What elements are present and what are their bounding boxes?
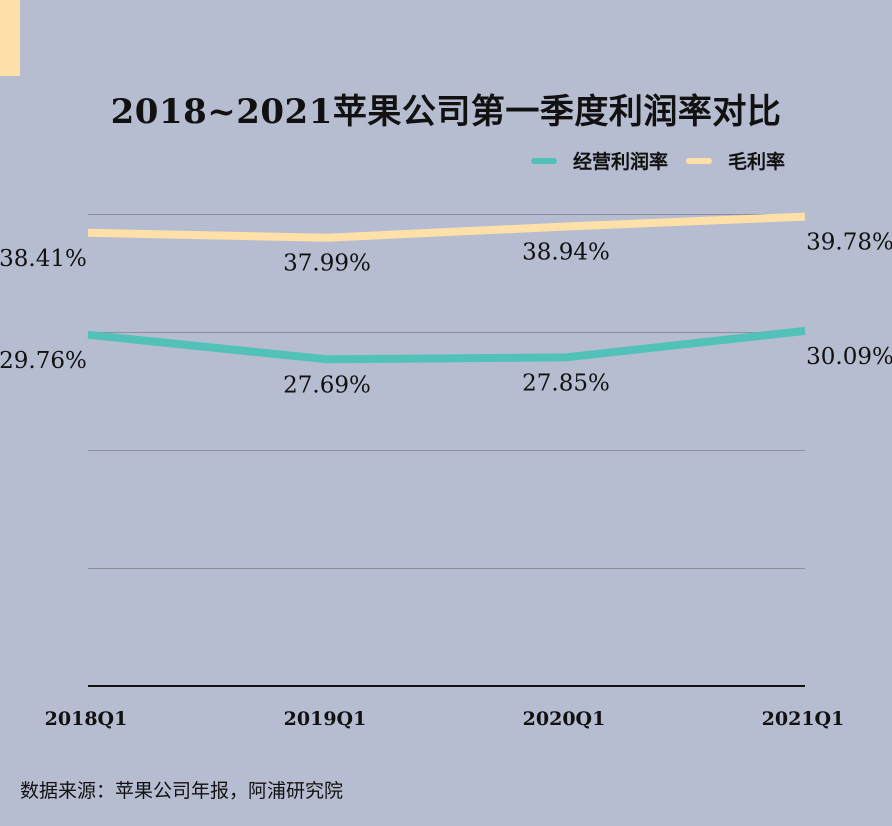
legend-swatch-operating-margin [530, 157, 557, 164]
x-tick-label: 2018Q1 [45, 708, 128, 730]
data-label: 30.09% [806, 344, 892, 370]
line-chart-plot: 2018Q1 2019Q1 2020Q1 2021Q1 29.76% 27.69% 27.8… [0, 212, 892, 730]
legend-item-operating-margin: 经营利润率 [530, 147, 668, 174]
data-label: 38.41% [0, 246, 87, 272]
legend-swatch-gross-margin [685, 157, 712, 164]
data-label: 27.69% [283, 372, 371, 398]
legend-label-operating-margin: 经营利润率 [572, 151, 668, 173]
data-label: 39.78% [806, 230, 892, 256]
data-label: 27.85% [522, 370, 610, 396]
data-label: 29.76% [0, 348, 87, 374]
corner-accent [0, 0, 20, 76]
data-label: 37.99% [283, 251, 371, 277]
chart-title: 2018~2021苹果公司第一季度利润率对比 [110, 92, 782, 132]
x-tick-label: 2019Q1 [284, 708, 367, 730]
legend-label-gross-margin: 毛利率 [727, 151, 785, 173]
x-tick-label: 2021Q1 [762, 708, 845, 730]
series-line [87, 212, 806, 242]
series-line [87, 326, 806, 364]
legend-item-gross-margin: 毛利率 [685, 147, 785, 174]
chart-legend: 经营利润率 毛利率 [513, 147, 785, 174]
source-note: 数据来源：苹果公司年报，阿浦研究院 [20, 780, 344, 802]
x-tick-label: 2020Q1 [523, 708, 606, 730]
data-label: 38.94% [522, 240, 610, 266]
